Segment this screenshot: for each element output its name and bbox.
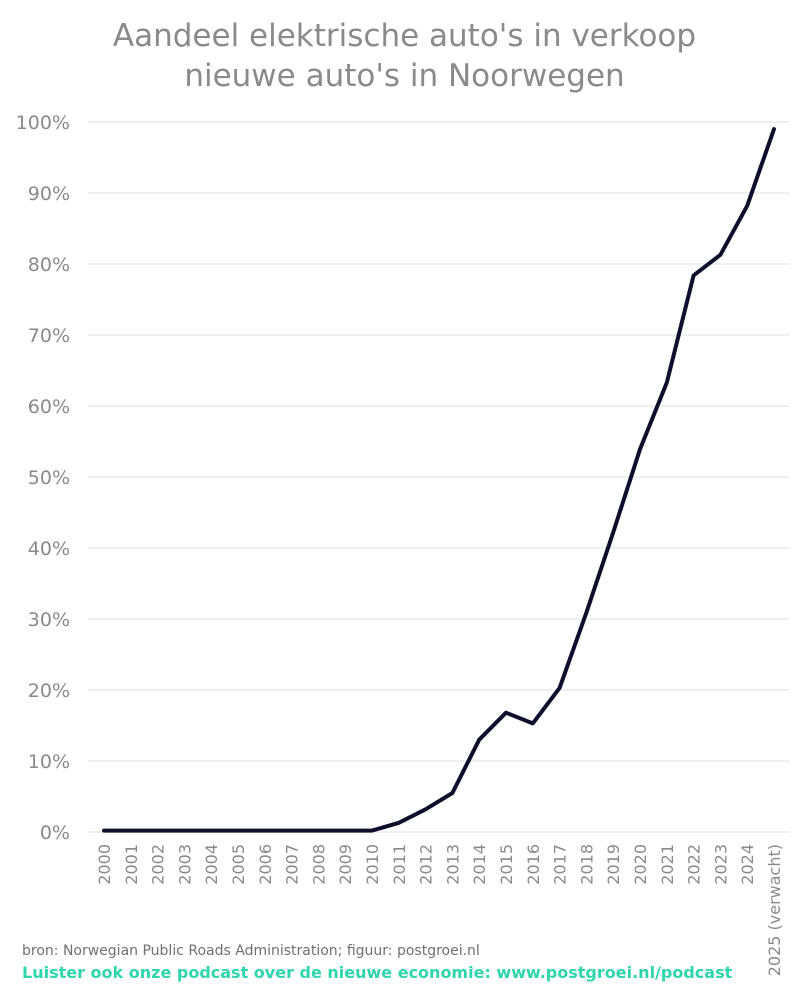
x-tick-label: 2011: [390, 844, 409, 885]
series-line: [102, 127, 776, 833]
chart-title: Aandeel elektrische auto's in verkoop ni…: [0, 16, 809, 96]
x-tick-label: 2025 (verwacht): [765, 844, 784, 976]
y-tick-label: 40%: [28, 538, 70, 560]
podcast-link[interactable]: Luister ook onze podcast over de nieuwe …: [22, 963, 733, 982]
y-tick-label: 50%: [28, 467, 70, 489]
x-tick-label: 2016: [524, 844, 543, 885]
chart-title-line-2: nieuwe auto's in Noorwegen: [184, 58, 625, 94]
y-tick-label: 0%: [40, 822, 70, 844]
x-tick-label: 2013: [443, 844, 462, 885]
chart-title-line-1: Aandeel elektrische auto's in verkoop: [112, 18, 697, 54]
y-tick-label: 10%: [28, 751, 70, 773]
y-tick-label: 90%: [28, 183, 70, 205]
x-tick-label: 2014: [470, 844, 489, 885]
source-note: bron: Norwegian Public Roads Administrat…: [22, 943, 480, 959]
x-tick-label: 2003: [175, 844, 194, 885]
x-tick-label: 2010: [363, 844, 382, 885]
x-tick-label: 2006: [256, 844, 275, 885]
x-tick-label: 2012: [417, 844, 436, 885]
x-axis-ticks: 2000 2001 2002 2003 2004 2005 2006 2007 2008 2009…: [95, 844, 784, 976]
x-tick-label: 2022: [685, 844, 704, 885]
x-tick-label: 2023: [711, 844, 730, 885]
x-tick-label: 2015: [497, 844, 516, 885]
x-tick-label: 2020: [631, 844, 650, 885]
y-tick-label: 100%: [16, 112, 70, 134]
y-axis-ticks: 0% 10% 20% 30% 40% 50% 60% 70% 80% 90% 100%: [16, 112, 70, 844]
x-tick-label: 2000: [95, 844, 114, 885]
x-tick-label: 2002: [149, 844, 168, 885]
x-tick-label: 2019: [604, 844, 623, 885]
x-tick-label: 2018: [577, 844, 596, 885]
x-tick-label: 2009: [336, 844, 355, 885]
grid-lines: [88, 121, 790, 833]
x-tick-label: 2001: [122, 844, 141, 885]
x-tick-label: 2017: [551, 844, 570, 885]
series-layer: [102, 127, 776, 833]
x-tick-label: 2007: [283, 844, 302, 885]
x-tick-label: 2004: [202, 844, 221, 885]
x-tick-label: 2021: [658, 844, 677, 885]
y-tick-label: 80%: [28, 254, 70, 276]
y-tick-label: 20%: [28, 680, 70, 702]
x-tick-label: 2024: [738, 844, 757, 885]
y-tick-label: 30%: [28, 609, 70, 631]
y-tick-label: 60%: [28, 396, 70, 418]
x-tick-label: 2005: [229, 844, 248, 885]
y-tick-label: 70%: [28, 325, 70, 347]
x-tick-label: 2008: [309, 844, 328, 885]
